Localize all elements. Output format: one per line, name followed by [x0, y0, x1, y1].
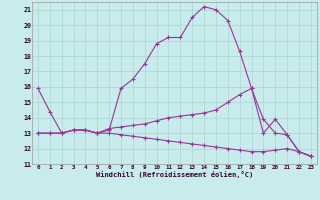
X-axis label: Windchill (Refroidissement éolien,°C): Windchill (Refroidissement éolien,°C) [96, 171, 253, 178]
